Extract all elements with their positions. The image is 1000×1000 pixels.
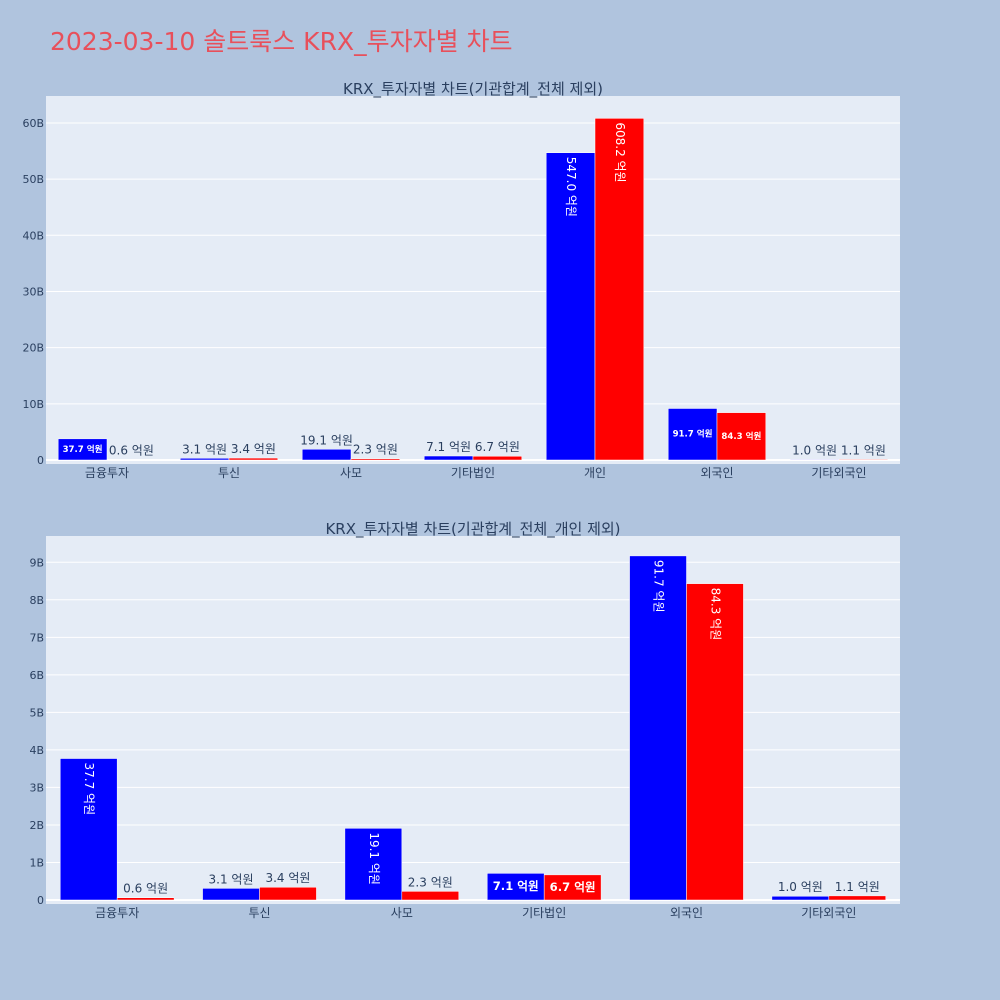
data-label: 3.4 억원	[265, 871, 310, 885]
bar	[667, 408, 718, 461]
bar	[57, 438, 108, 461]
bar	[629, 555, 687, 901]
data-label: 1.0 억원	[792, 443, 837, 457]
bar	[179, 458, 230, 461]
data-label: 91.7 억원	[652, 560, 666, 613]
x-tick-label: 투신	[248, 906, 270, 920]
data-label: 1.1 억원	[841, 443, 886, 457]
x-tick-label: 기타법인	[522, 906, 566, 920]
y-tick-label: 3B	[29, 781, 44, 794]
bar	[545, 152, 596, 461]
data-label: 608.2 억원	[613, 122, 627, 182]
data-label: 2.3 억원	[353, 443, 398, 457]
data-label: 84.3 억원	[708, 588, 722, 641]
bar	[344, 828, 403, 901]
x-tick-label: 외국인	[670, 906, 703, 920]
bar	[228, 457, 279, 461]
data-label: 19.1 억원	[300, 433, 353, 447]
data-label: 6.7 억원	[475, 440, 520, 454]
data-label: 37.7 억원	[82, 763, 96, 816]
bar	[594, 118, 645, 461]
data-label: 7.1 억원	[493, 879, 539, 893]
plot-area-0	[46, 96, 900, 464]
data-label: 3.1 억원	[209, 872, 254, 886]
bar	[202, 888, 260, 901]
bar	[472, 455, 523, 461]
y-tick-label: 1B	[29, 856, 44, 869]
y-tick-label: 0	[37, 454, 44, 467]
bar	[828, 895, 887, 901]
bar	[838, 459, 889, 461]
data-label: 6.7 억원	[550, 880, 596, 894]
data-label: 91.7 억원	[673, 428, 713, 440]
data-label: 0.6 억원	[109, 444, 154, 458]
x-tick-label: 금융투자	[85, 466, 129, 480]
bar	[423, 455, 474, 461]
bar	[259, 886, 317, 901]
x-tick-label: 기타외국인	[811, 466, 866, 480]
data-label: 3.4 억원	[231, 442, 276, 456]
y-tick-label: 2B	[29, 819, 44, 832]
y-tick-label: 5B	[29, 706, 44, 719]
x-tick-label: 외국인	[700, 466, 733, 480]
data-label: 19.1 억원	[367, 832, 381, 885]
x-tick-label: 개인	[584, 466, 606, 480]
page-title: 2023-03-10 솔트룩스 KRX_투자자별 차트	[50, 27, 513, 56]
y-tick-label: 10B	[22, 398, 44, 411]
bar	[789, 459, 840, 461]
bar	[401, 891, 460, 901]
plot-area-1	[46, 536, 900, 904]
y-tick-label: 9B	[29, 556, 44, 569]
bar	[350, 458, 401, 461]
y-tick-label: 6B	[29, 669, 44, 682]
data-label: 7.1 억원	[426, 440, 471, 454]
data-label: 84.3 억원	[721, 430, 761, 442]
y-tick-label: 40B	[22, 229, 44, 242]
data-label: 2.3 억원	[408, 875, 453, 889]
data-label: 1.0 억원	[778, 880, 823, 894]
x-tick-label: 기타외국인	[801, 906, 856, 920]
chart-title-0: KRX_투자자별 차트(기관합계_전체 제외)	[343, 80, 603, 99]
bar	[486, 873, 545, 901]
bar	[543, 874, 602, 901]
bar	[59, 758, 118, 901]
data-label: 0.6 억원	[123, 882, 168, 896]
chart-title-1: KRX_투자자별 차트(기관합계_전체_개인 제외)	[325, 520, 620, 539]
bar	[686, 583, 744, 901]
x-tick-label: 사모	[391, 906, 413, 920]
x-tick-label: 사모	[340, 466, 362, 480]
x-tick-label: 기타법인	[451, 466, 495, 480]
y-tick-label: 4B	[29, 744, 44, 757]
y-tick-label: 0	[37, 894, 44, 907]
y-tick-label: 7B	[29, 631, 44, 644]
y-tick-label: 8B	[29, 594, 44, 607]
x-tick-label: 금융투자	[95, 906, 139, 920]
bar	[301, 449, 352, 461]
data-label: 3.1 억원	[182, 442, 227, 456]
x-tick-label: 투신	[218, 466, 240, 480]
bar	[716, 412, 767, 461]
data-label: 547.0 억원	[564, 157, 578, 217]
bar	[771, 895, 830, 901]
y-tick-label: 60B	[22, 117, 44, 130]
y-tick-label: 20B	[22, 342, 44, 355]
data-label: 37.7 억원	[63, 443, 103, 455]
y-tick-label: 30B	[22, 285, 44, 298]
data-label: 1.1 억원	[835, 880, 880, 894]
y-tick-label: 50B	[22, 173, 44, 186]
bar	[116, 897, 175, 901]
